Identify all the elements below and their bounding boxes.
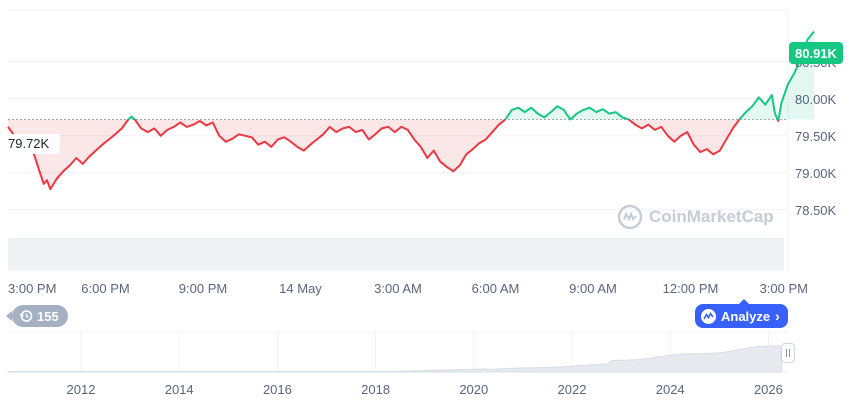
price-line-below <box>628 118 741 156</box>
navigator-handle[interactable] <box>781 343 795 363</box>
navigator-year-label: 2024 <box>656 382 685 397</box>
analyze-icon <box>701 308 716 324</box>
navigator-year-label: 2012 <box>67 382 96 397</box>
current-price-label: 80.91K <box>795 46 838 61</box>
area-fill-above <box>128 31 815 120</box>
navigator-area <box>7 345 783 373</box>
price-line-below <box>776 119 780 122</box>
history-icon <box>19 310 33 322</box>
current-price-badge <box>789 42 843 64</box>
grip-icon <box>786 349 790 357</box>
x-tick-label: 6:00 PM <box>81 281 129 296</box>
watermark: CoinMarketCap <box>617 204 774 230</box>
history-badge[interactable]: 155 <box>6 305 68 327</box>
navigator-year-label: 2018 <box>361 382 390 397</box>
coinmarketcap-logo-icon <box>617 204 643 230</box>
price-line-above <box>504 105 630 121</box>
volume-band <box>8 238 784 271</box>
navigator-year-label: 2026 <box>754 382 783 397</box>
x-tick-label: 12:00 PM <box>663 281 719 296</box>
price-line-below <box>133 118 506 173</box>
history-count: 155 <box>37 308 59 324</box>
x-tick-label: 9:00 AM <box>569 281 617 296</box>
analyze-button[interactable]: Analyze › <box>695 299 788 328</box>
x-tick-label: 6:00 AM <box>472 281 520 296</box>
area-fill-below <box>8 119 779 190</box>
y-tick-label: 80.00K <box>795 92 837 107</box>
price-line-above <box>738 94 779 121</box>
navigator-year-label: 2016 <box>263 382 292 397</box>
x-tick-label: 3:00 PM <box>8 281 56 296</box>
navigator-year-label: 2020 <box>459 382 488 397</box>
y-tick-label: 79.50K <box>795 129 837 144</box>
navigator-year-label: 2014 <box>165 382 194 397</box>
analyze-label: Analyze <box>721 308 771 324</box>
price-line-above <box>777 30 815 120</box>
watermark-text: CoinMarketCap <box>649 207 774 226</box>
x-tick-label: 3:00 PM <box>760 281 808 296</box>
price-line-below <box>7 118 130 191</box>
reference-label: 79.72K <box>8 136 50 151</box>
x-tick-label: 14 May <box>279 281 322 296</box>
x-tick-label: 9:00 PM <box>179 281 227 296</box>
chevron-right-icon: › <box>775 308 780 324</box>
y-tick-label: 79.00K <box>795 166 837 181</box>
y-tick-label: 78.50K <box>795 203 837 218</box>
navigator-year-label: 2022 <box>558 382 587 397</box>
price-line-above <box>127 115 136 121</box>
reference-label-bg <box>2 134 60 154</box>
x-tick-label: 3:00 AM <box>374 281 422 296</box>
